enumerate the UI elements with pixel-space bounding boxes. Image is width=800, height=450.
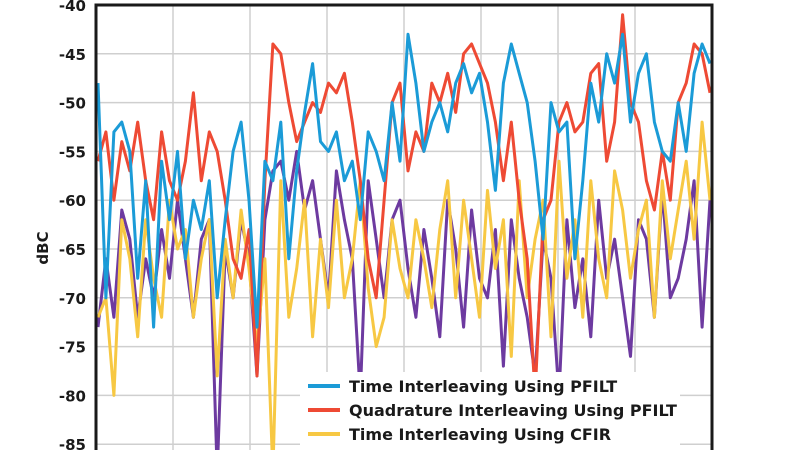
series-line xyxy=(96,32,712,329)
plot-frame xyxy=(94,3,714,450)
series-line xyxy=(96,13,712,397)
series-line xyxy=(96,120,712,450)
y-tick-label: -70 xyxy=(59,290,86,308)
legend-label: Quadrature Interleaving Using PFILT xyxy=(349,401,677,420)
legend-label: Time Interleaving Using PFILT xyxy=(349,377,617,396)
y-tick-label: -40 xyxy=(59,0,86,15)
legend-box xyxy=(300,372,680,450)
y-axis-ticks: -40 -45 -50 -55 -60 -65 -70 -75 -80 -85 xyxy=(59,0,86,450)
y-tick-label: -85 xyxy=(59,436,86,450)
y-tick-label: -60 xyxy=(59,192,86,210)
y-tick-label: -50 xyxy=(59,95,86,113)
y-tick-label: -75 xyxy=(59,339,86,357)
y-tick-label: -65 xyxy=(59,241,86,259)
y-axis-label: dBC xyxy=(34,231,52,264)
y-tick-label: -80 xyxy=(59,387,86,405)
y-tick-label: -45 xyxy=(59,46,86,64)
legend-label: Time Interleaving Using CFIR xyxy=(349,425,611,444)
y-tick-label: -55 xyxy=(59,143,86,161)
data-series xyxy=(96,13,712,450)
legend: Time Interleaving Using PFILT Quadrature … xyxy=(300,372,680,450)
